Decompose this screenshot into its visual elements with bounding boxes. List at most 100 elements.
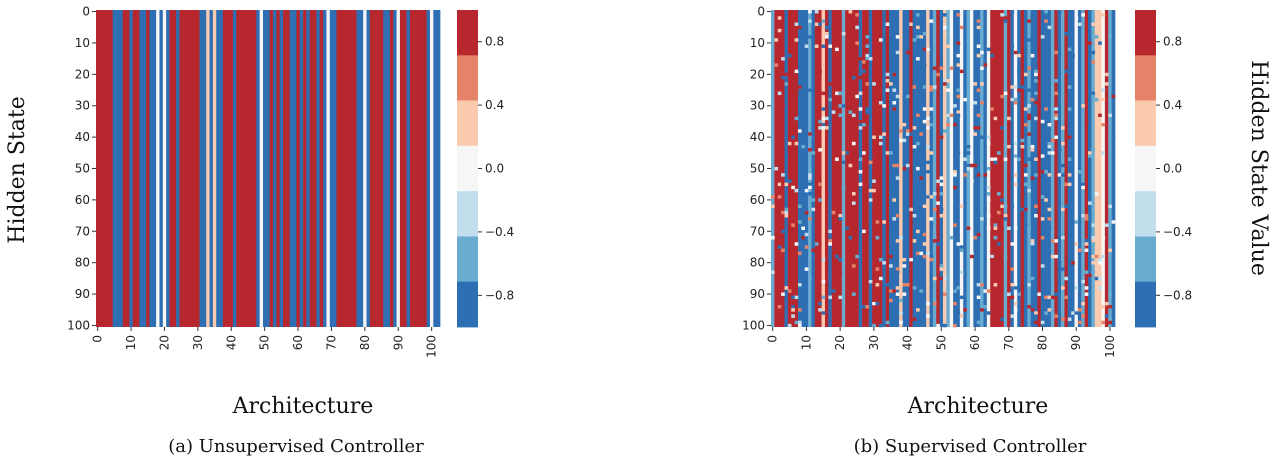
y-tick-label: 40 bbox=[75, 130, 90, 144]
heatmap-column bbox=[96, 10, 100, 327]
heatmap-cell bbox=[1040, 292, 1045, 296]
heatmap-cell bbox=[1098, 41, 1102, 45]
colorbar-tick-label: −0.8 bbox=[1163, 288, 1192, 302]
heatmap-cell bbox=[895, 214, 900, 218]
heatmap-cell bbox=[1040, 195, 1045, 199]
heatmap-column bbox=[206, 10, 210, 327]
heatmap-column bbox=[1104, 10, 1109, 327]
heatmap-cell bbox=[1054, 239, 1058, 243]
heatmap-cell bbox=[953, 173, 957, 177]
heatmap-cell bbox=[980, 308, 984, 312]
heatmap-cell bbox=[1061, 173, 1065, 177]
heatmap-cell bbox=[922, 85, 927, 89]
y-tick-label: 40 bbox=[750, 130, 765, 144]
heatmap-column bbox=[313, 10, 317, 327]
heatmap-column bbox=[973, 10, 978, 327]
heatmap-column bbox=[122, 10, 127, 327]
heatmap-cell bbox=[902, 85, 907, 89]
x-tick-label: 30 bbox=[191, 335, 205, 350]
heatmap-column bbox=[845, 10, 849, 327]
heatmap-column bbox=[929, 10, 934, 327]
heatmap-column bbox=[249, 10, 254, 327]
heatmap-column bbox=[309, 10, 314, 327]
heatmap-cell bbox=[1010, 204, 1015, 209]
heatmap-cell bbox=[1088, 154, 1092, 158]
heatmap-cell bbox=[916, 166, 920, 171]
heatmap-cell bbox=[1003, 254, 1008, 259]
heatmap-cell bbox=[892, 79, 897, 83]
heatmap-cell bbox=[835, 47, 839, 52]
heatmap-cell bbox=[808, 254, 812, 259]
heatmap-cell bbox=[808, 148, 812, 152]
heatmap-cell bbox=[943, 276, 947, 281]
heatmap-cell bbox=[855, 94, 859, 99]
heatmap-cell bbox=[1030, 148, 1035, 152]
heatmap-cell bbox=[916, 25, 920, 30]
heatmap-cell bbox=[1023, 223, 1028, 227]
heatmap-cell bbox=[912, 38, 917, 42]
heatmap-cell bbox=[1084, 119, 1089, 124]
heatmap-column bbox=[1081, 10, 1085, 327]
heatmap-cell bbox=[1084, 270, 1089, 274]
heatmap-cell bbox=[841, 151, 846, 155]
heatmap-cell bbox=[1108, 35, 1112, 39]
heatmap-cell bbox=[889, 254, 893, 259]
heatmap-cell bbox=[943, 82, 947, 86]
heatmap-column bbox=[426, 10, 431, 327]
heatmap-cell bbox=[902, 28, 907, 33]
heatmap-cell bbox=[831, 110, 836, 114]
heatmap-cell bbox=[990, 157, 994, 161]
heatmap-cell bbox=[892, 101, 897, 105]
heatmap-cell bbox=[814, 10, 819, 14]
heatmap-cell bbox=[1067, 317, 1072, 322]
colorbar-tick-label: −0.4 bbox=[1163, 225, 1192, 239]
heatmap-cell bbox=[973, 82, 978, 86]
heatmap-cell bbox=[1003, 157, 1008, 161]
heatmap-column bbox=[379, 10, 384, 327]
heatmap-cell bbox=[1000, 317, 1004, 322]
heatmap-cell bbox=[811, 151, 816, 155]
y-tick-label: 30 bbox=[75, 99, 90, 113]
heatmap-cell bbox=[1094, 254, 1099, 259]
heatmap-cell bbox=[875, 301, 880, 306]
heatmap-cell bbox=[814, 22, 819, 26]
heatmap-cell bbox=[808, 166, 812, 171]
heatmap-cell bbox=[1108, 113, 1112, 118]
heatmap-cell bbox=[865, 44, 870, 48]
heatmap-cell bbox=[919, 132, 924, 136]
heatmap-cell bbox=[1111, 220, 1116, 224]
x-tick-label: 60 bbox=[291, 335, 305, 350]
heatmap-cell bbox=[902, 292, 907, 296]
heatmap-column bbox=[1023, 10, 1028, 327]
heatmap-cell bbox=[774, 38, 779, 42]
heatmap-cell bbox=[885, 283, 890, 287]
heatmap-column bbox=[369, 10, 374, 327]
x-tick-labels-unsupervised: 0 10 20 30 40 50 60 70 80 90 100 bbox=[91, 327, 439, 358]
colorbar-bin bbox=[1135, 100, 1156, 147]
heatmap-cell bbox=[1101, 235, 1106, 240]
heatmap-cell bbox=[1034, 101, 1038, 105]
heatmap-cell bbox=[1027, 188, 1031, 193]
heatmap-cell bbox=[865, 305, 870, 309]
heatmap-cell bbox=[872, 82, 876, 86]
heatmap-column bbox=[209, 10, 214, 327]
heatmap-cell bbox=[797, 25, 802, 30]
heatmap-cell bbox=[1027, 104, 1031, 108]
heatmap-cell bbox=[878, 323, 883, 328]
heatmap-cell bbox=[1074, 242, 1079, 246]
heatmap-column bbox=[1027, 10, 1032, 327]
heatmap-cell bbox=[1081, 314, 1085, 318]
heatmap-cell bbox=[848, 235, 853, 240]
heatmap-column bbox=[366, 10, 371, 327]
heatmap-cell bbox=[1020, 144, 1025, 149]
heatmap-cell bbox=[838, 104, 843, 108]
heatmap-cell bbox=[1027, 305, 1031, 309]
heatmap-cell bbox=[821, 107, 826, 111]
heatmap-cell bbox=[1013, 226, 1018, 230]
heatmap-cell bbox=[922, 204, 927, 209]
heatmap-cell bbox=[797, 129, 802, 133]
heatmap-column bbox=[212, 10, 217, 327]
heatmap-cell bbox=[885, 72, 890, 77]
y-tick-label: 90 bbox=[750, 287, 765, 301]
